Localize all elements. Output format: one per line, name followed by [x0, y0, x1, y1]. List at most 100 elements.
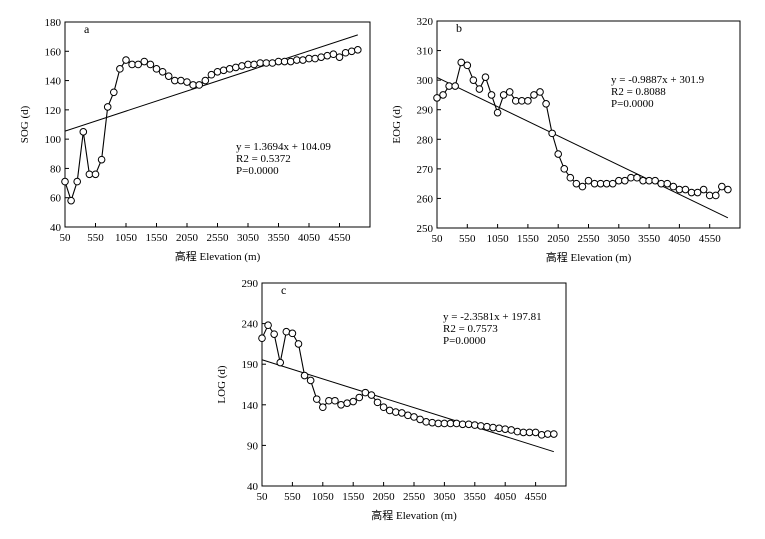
r-squared-label: R2 = 0.7573 — [443, 323, 498, 335]
regression-equation: y = -2.3581x + 197.81 — [443, 311, 542, 323]
x-tick-label: 3550 — [464, 491, 487, 503]
data-point — [300, 371, 309, 380]
data-point — [487, 91, 496, 99]
y-tick-label: 140 — [242, 400, 259, 412]
data-point — [457, 58, 466, 67]
x-tick-label: 50 — [432, 233, 444, 245]
data-point — [354, 46, 362, 54]
y-tick-label: 290 — [417, 105, 434, 117]
trend-line — [64, 34, 358, 132]
data-point — [258, 334, 266, 343]
data-point — [493, 108, 502, 117]
data-point — [116, 65, 124, 73]
data-point — [225, 65, 234, 73]
data-point — [349, 397, 358, 406]
y-tick-label: 80 — [50, 163, 62, 175]
data-point — [651, 176, 659, 185]
data-point — [681, 185, 690, 194]
y-axis-label: LOG (d) — [216, 365, 228, 404]
data-point — [67, 196, 75, 205]
data-point — [404, 411, 412, 420]
data-point — [477, 422, 485, 430]
x-tick-label: 3550 — [638, 233, 661, 245]
data-point — [343, 399, 351, 407]
data-point — [385, 406, 394, 415]
y-axis-label: EOG (d) — [391, 105, 403, 144]
regression-equation: y = 1.3694x + 104.09 — [236, 141, 331, 153]
x-tick-label: 3550 — [268, 232, 291, 244]
x-tick-label: 4050 — [494, 491, 517, 503]
x-tick-label: 550 — [459, 233, 476, 245]
data-point — [299, 56, 307, 64]
x-tick-label: 550 — [284, 491, 301, 503]
data-point — [524, 97, 532, 105]
y-tick-label: 140 — [45, 76, 62, 88]
data-point — [663, 179, 672, 188]
x-tick-label: 4050 — [298, 232, 321, 244]
r-squared-label: R2 = 0.8088 — [611, 86, 666, 98]
x-tick-label: 2050 — [547, 233, 570, 245]
data-point — [481, 73, 490, 81]
x-tick-label: 1550 — [146, 232, 169, 244]
x-tick-label: 1050 — [312, 491, 335, 503]
x-tick-label: 2550 — [403, 491, 426, 503]
x-tick-label: 2050 — [176, 232, 199, 244]
y-tick-label: 250 — [417, 223, 434, 235]
x-tick-label: 3050 — [237, 232, 260, 244]
data-point — [319, 403, 327, 412]
data-point — [530, 91, 538, 99]
data-point — [499, 91, 508, 99]
x-tick-label: 4050 — [668, 233, 691, 245]
y-tick-label: 120 — [45, 105, 62, 117]
p-value-label: P=0.0000 — [236, 165, 279, 177]
data-point — [433, 94, 441, 102]
y-axis-label: SOG (d) — [19, 105, 31, 143]
data-point — [367, 391, 376, 399]
data-point — [489, 423, 497, 432]
plot-frame — [436, 20, 741, 229]
data-point — [463, 61, 472, 70]
data-point — [270, 330, 278, 338]
chart-panel-b: 250 260 270 280 290 300 310 320 50 550 1050 1550 205… — [391, 16, 741, 264]
data-point — [464, 420, 473, 429]
data-point — [337, 401, 345, 409]
data-point — [669, 182, 678, 191]
x-tick-label: 1050 — [115, 232, 138, 244]
data-point — [495, 424, 503, 433]
data-point — [329, 50, 338, 59]
x-tick-label: 3050 — [608, 233, 631, 245]
data-point — [633, 173, 641, 182]
data-point — [471, 421, 479, 429]
data-point — [373, 398, 382, 407]
x-tick-label: 1050 — [487, 233, 510, 245]
data-point — [699, 185, 708, 194]
y-tick-label: 190 — [242, 359, 259, 371]
data-point — [331, 396, 339, 405]
data-point — [501, 425, 510, 433]
data-point — [306, 376, 315, 385]
panel-label: c — [281, 283, 286, 297]
data-point — [711, 191, 720, 200]
data-point — [294, 340, 303, 348]
y-tick-label: 100 — [45, 134, 62, 146]
data-point — [537, 431, 546, 439]
data-point — [282, 327, 291, 336]
y-tick-label: 320 — [417, 16, 434, 28]
x-tick-label: 2550 — [207, 232, 230, 244]
data-point — [276, 358, 285, 367]
data-point — [391, 408, 400, 416]
x-tick-label: 1550 — [517, 233, 540, 245]
data-point — [452, 419, 461, 428]
y-tick-label: 260 — [417, 193, 434, 205]
plot-frame — [64, 21, 371, 228]
data-point — [164, 72, 173, 80]
data-point — [134, 60, 142, 69]
data-point — [207, 70, 216, 79]
data-point — [97, 155, 106, 164]
x-tick-label: 4550 — [329, 232, 352, 244]
data-point — [286, 57, 295, 66]
data-point — [219, 66, 228, 75]
data-point — [61, 177, 69, 186]
data-point — [693, 188, 702, 197]
